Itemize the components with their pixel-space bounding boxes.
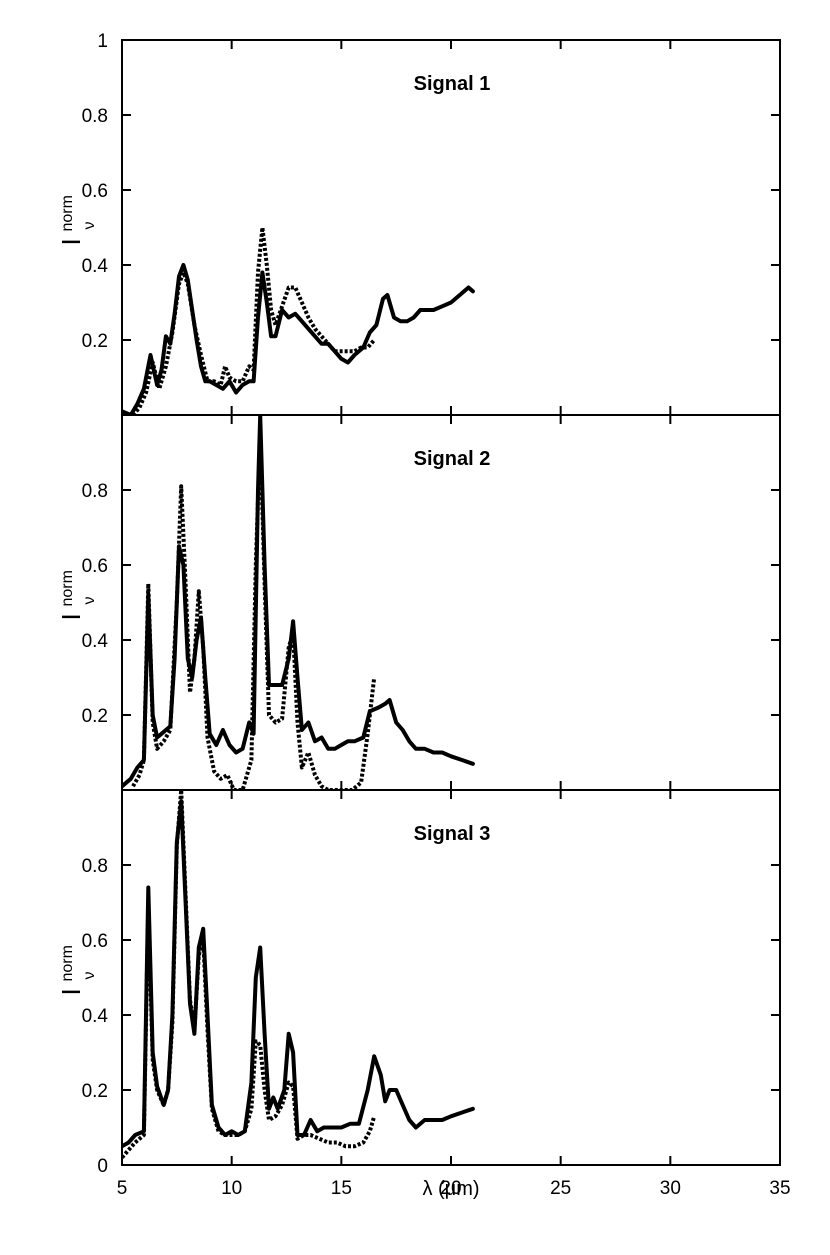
x-tick-label: 30 — [660, 1178, 681, 1199]
x-tick-label: 15 — [331, 1178, 352, 1199]
y-axis-label-sub: ν — [81, 972, 98, 980]
y-tick-label: 0.4 — [82, 631, 109, 652]
x-tick-label: 10 — [221, 1178, 242, 1199]
y-axis-label-sub: ν — [81, 597, 98, 605]
y-axis-label-sup: norm — [59, 570, 76, 606]
x-axis-label: λ (μm) — [422, 1178, 479, 1200]
plot-frame — [121, 39, 781, 416]
y-axis-label-sup: norm — [59, 195, 76, 231]
y-tick-label: 0.6 — [82, 181, 108, 202]
y-axis-label-sub: ν — [81, 222, 98, 230]
y-tick-label: 0.2 — [82, 331, 108, 352]
y-tick-label: 0.6 — [82, 556, 108, 577]
plot-frame — [121, 789, 781, 1166]
x-tick-label: 25 — [550, 1178, 571, 1199]
y-tick-label: 0.4 — [82, 256, 109, 277]
y-axis-label-main: I — [56, 988, 86, 995]
series-line-dotted — [131, 225, 376, 415]
y-axis-label-main: I — [56, 613, 86, 620]
y-tick-label: 0.8 — [82, 106, 108, 127]
x-tick-label: 20 — [440, 1178, 461, 1199]
series-line-dotted — [131, 431, 377, 790]
y-axis-label-sup: norm — [59, 945, 76, 981]
x-tick-label: 35 — [769, 1178, 790, 1199]
y-tick-label: 0.2 — [82, 706, 108, 727]
panel-title: Signal 1 — [414, 73, 491, 95]
y-tick-label: 0.8 — [82, 856, 108, 877]
y-tick-label: 0.8 — [82, 481, 108, 502]
y-tick-label: 0.4 — [82, 1006, 109, 1027]
series-line-dotted — [122, 790, 377, 1159]
y-tick-label: 0.6 — [82, 931, 108, 952]
y-tick-label: 0 — [97, 1156, 108, 1177]
x-tick-label: 5 — [117, 1178, 128, 1199]
y-axis-label-main: I — [56, 238, 86, 245]
y-tick-label: 1 — [97, 31, 108, 52]
y-tick-label: 0.2 — [82, 1081, 108, 1102]
panel-title: Signal 3 — [414, 823, 491, 845]
panel-title: Signal 2 — [414, 448, 491, 470]
